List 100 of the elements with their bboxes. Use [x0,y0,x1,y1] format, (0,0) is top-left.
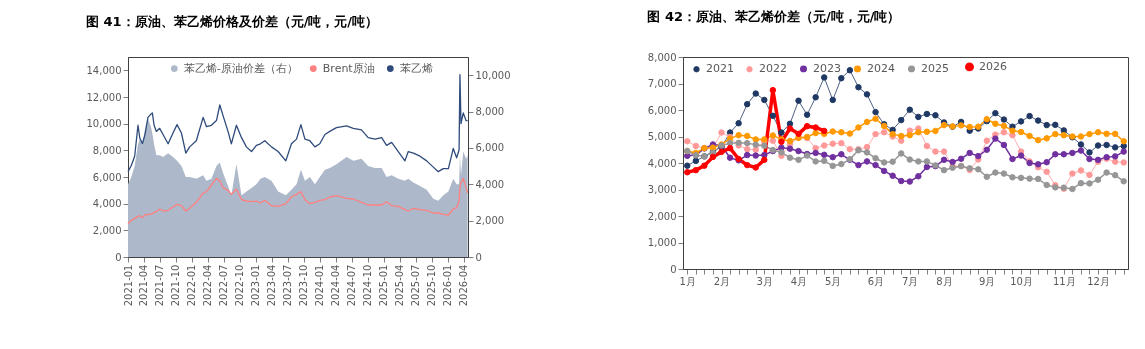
point [838,160,845,168]
y-tick-label: 6,000 [92,171,122,183]
point [1077,133,1085,140]
point [684,138,691,145]
x-tick-label: 2024-04 [330,264,342,307]
point [1069,185,1076,193]
point [1086,130,1093,138]
point [684,169,691,176]
point [752,141,759,148]
point [812,129,819,137]
y2-tick-label: 8,000 [475,106,505,118]
point [863,143,871,151]
point [966,149,973,157]
point [915,173,922,180]
point [872,155,879,162]
legend-label: 苯乙烯 [399,61,433,75]
point [829,162,836,170]
point [880,129,888,136]
x-tick-label: 2025-10 [426,264,438,307]
point [863,149,871,156]
y-tick-label: 5,000 [647,131,677,142]
point [855,161,862,169]
x-tick-label: 2024-07 [346,264,358,307]
point [684,162,691,169]
point [726,144,734,152]
x-tick-label: 2021-07 [154,264,166,307]
point [1000,122,1008,130]
point [983,146,991,153]
point [803,111,811,118]
point [932,127,939,135]
point [743,161,751,169]
point [992,109,999,117]
point [761,151,768,159]
x-tick-label: 2025-04 [394,264,406,307]
point [769,112,777,120]
y-tick-label: 2,000 [92,224,122,236]
y-tick-label: 7,000 [647,78,677,89]
point [957,122,965,129]
x-tick-label: 6月 [867,275,885,287]
point [795,130,802,138]
point [915,158,922,165]
point [1094,176,1102,183]
x-tick-label: 3月 [756,275,773,287]
point [872,108,879,116]
point [743,132,751,140]
point [743,139,751,147]
point [684,152,691,160]
legend-label: 2022 [759,62,787,76]
y-tick-label: 1,000 [647,237,677,248]
point [880,159,888,166]
x-tick-label: 2024-10 [362,264,374,307]
point [949,158,956,166]
point [820,142,828,149]
point [795,147,802,155]
legend-label: 2023 [813,61,841,75]
point [1086,149,1093,156]
point [718,129,725,136]
point [838,74,845,82]
y-tick-label: 6,000 [647,104,677,116]
point [1043,168,1050,175]
y-tick-label: 2,000 [647,210,677,222]
point [940,156,948,164]
point [752,90,759,97]
point [726,139,734,147]
point [1017,118,1025,125]
point [743,145,751,153]
point [940,148,948,155]
y-tick-label: 14,000 [86,64,122,76]
y2-tick-label: 4,000 [475,178,505,190]
point [992,135,999,142]
y-tick-label: 0 [670,263,677,275]
x-tick-label: 2022-04 [202,264,214,307]
point [1000,116,1008,123]
point [1060,131,1068,139]
point [906,178,914,185]
y-tick-label: 12,000 [86,91,122,103]
point [1069,149,1076,157]
x-tick-label: 1月 [679,275,696,287]
point [1094,129,1102,136]
point [812,144,819,152]
point [846,67,854,74]
legend-label: 2021 [706,62,734,76]
point [923,142,931,150]
point [786,145,794,152]
y-tick-label: 4,000 [647,157,677,169]
y2-tick-label: 2,000 [475,215,505,227]
point [872,115,879,122]
line-series [127,177,469,225]
point [786,125,794,132]
x-tick-label: 2021-10 [170,264,182,307]
x-tick-label: 2月 [713,275,731,287]
line-series [127,74,469,173]
point [1000,129,1008,136]
x-tick-label: 2024-01 [314,264,326,307]
x-tick-label: 2021-04 [138,264,150,307]
point [1017,152,1025,159]
point [769,86,777,94]
point [855,83,862,91]
point [915,113,922,121]
point [743,151,751,159]
